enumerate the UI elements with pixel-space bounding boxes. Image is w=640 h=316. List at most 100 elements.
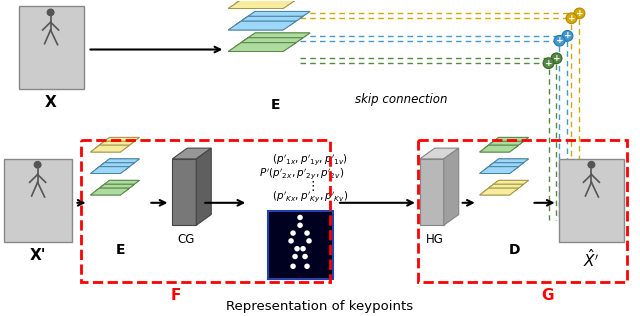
Circle shape [294, 246, 300, 252]
Text: $(p'_{1x}, p'_{1y}, p'_{1v})$: $(p'_{1x}, p'_{1y}, p'_{1v})$ [272, 152, 348, 167]
Text: G: G [541, 288, 554, 303]
Circle shape [291, 264, 296, 269]
Polygon shape [100, 159, 140, 166]
FancyBboxPatch shape [559, 159, 625, 242]
Circle shape [300, 246, 306, 252]
Circle shape [554, 35, 565, 46]
Polygon shape [235, 0, 303, 3]
Polygon shape [484, 184, 524, 191]
Polygon shape [484, 163, 524, 170]
Text: $P'(p'_{2x}, p'_{2y}, p'_{2v})$: $P'(p'_{2x}, p'_{2y}, p'_{2v})$ [259, 167, 345, 181]
Text: +: + [545, 59, 552, 68]
Polygon shape [90, 145, 129, 152]
Text: E: E [270, 98, 280, 112]
Polygon shape [172, 159, 196, 225]
Polygon shape [95, 184, 134, 191]
Polygon shape [90, 167, 129, 173]
Polygon shape [228, 43, 296, 52]
Circle shape [297, 215, 303, 220]
Polygon shape [90, 188, 129, 195]
Polygon shape [100, 159, 140, 166]
Polygon shape [484, 163, 524, 170]
Polygon shape [479, 188, 518, 195]
Polygon shape [196, 148, 211, 225]
Polygon shape [242, 33, 310, 42]
Text: +: + [553, 54, 560, 63]
Circle shape [47, 9, 54, 16]
Polygon shape [242, 33, 310, 42]
Text: $\hat{X}'$: $\hat{X}'$ [584, 248, 600, 270]
Polygon shape [235, 16, 303, 25]
Polygon shape [100, 180, 140, 187]
Polygon shape [90, 188, 129, 195]
Polygon shape [95, 141, 134, 148]
Polygon shape [228, 0, 296, 9]
Polygon shape [484, 141, 524, 148]
Polygon shape [242, 11, 310, 20]
Polygon shape [444, 148, 459, 225]
Text: D: D [509, 243, 520, 257]
Text: HG: HG [426, 233, 444, 246]
Text: +: + [556, 36, 563, 45]
FancyBboxPatch shape [268, 211, 333, 279]
Polygon shape [479, 167, 518, 173]
Polygon shape [90, 167, 129, 173]
Polygon shape [228, 21, 296, 30]
Polygon shape [95, 184, 134, 191]
FancyBboxPatch shape [4, 159, 72, 242]
Circle shape [288, 238, 294, 244]
Polygon shape [490, 180, 529, 187]
Circle shape [292, 254, 298, 259]
FancyBboxPatch shape [19, 6, 83, 88]
Polygon shape [484, 184, 524, 191]
Text: CG: CG [178, 233, 195, 246]
Text: F: F [170, 288, 180, 303]
Circle shape [562, 30, 573, 41]
Polygon shape [490, 159, 529, 166]
Polygon shape [420, 148, 459, 159]
Text: +: + [575, 9, 583, 18]
Polygon shape [235, 16, 303, 25]
Polygon shape [100, 137, 140, 144]
Polygon shape [490, 180, 529, 187]
Polygon shape [95, 163, 134, 170]
Polygon shape [235, 38, 303, 46]
Circle shape [574, 8, 585, 19]
Circle shape [302, 254, 308, 259]
Circle shape [304, 230, 310, 236]
Polygon shape [90, 145, 129, 152]
Circle shape [588, 161, 595, 169]
Polygon shape [228, 21, 296, 30]
Text: $(p'_{Kx}, p'_{Ky}, p'_{Kv})$: $(p'_{Kx}, p'_{Ky}, p'_{Kv})$ [272, 189, 348, 204]
Polygon shape [95, 163, 134, 170]
Polygon shape [479, 188, 518, 195]
Polygon shape [484, 141, 524, 148]
Polygon shape [420, 159, 444, 225]
Circle shape [291, 230, 296, 236]
Text: Representation of keypoints: Representation of keypoints [227, 301, 413, 313]
Polygon shape [228, 43, 296, 52]
Circle shape [566, 13, 577, 24]
Text: X: X [45, 95, 56, 110]
Circle shape [551, 53, 562, 64]
Polygon shape [490, 159, 529, 166]
Polygon shape [100, 137, 140, 144]
Circle shape [543, 58, 554, 69]
Text: skip connection: skip connection [355, 94, 447, 106]
Polygon shape [228, 0, 296, 9]
Polygon shape [479, 145, 518, 152]
Text: X': X' [29, 248, 46, 263]
Polygon shape [235, 0, 303, 3]
Text: +: + [568, 14, 575, 23]
Polygon shape [95, 141, 134, 148]
Polygon shape [490, 137, 529, 144]
Polygon shape [172, 148, 211, 159]
Text: E: E [116, 243, 125, 257]
Circle shape [297, 222, 303, 228]
Polygon shape [100, 180, 140, 187]
Text: $\vdots$: $\vdots$ [305, 179, 314, 193]
Polygon shape [479, 167, 518, 173]
Text: +: + [564, 31, 572, 40]
Circle shape [304, 264, 310, 269]
Polygon shape [479, 145, 518, 152]
